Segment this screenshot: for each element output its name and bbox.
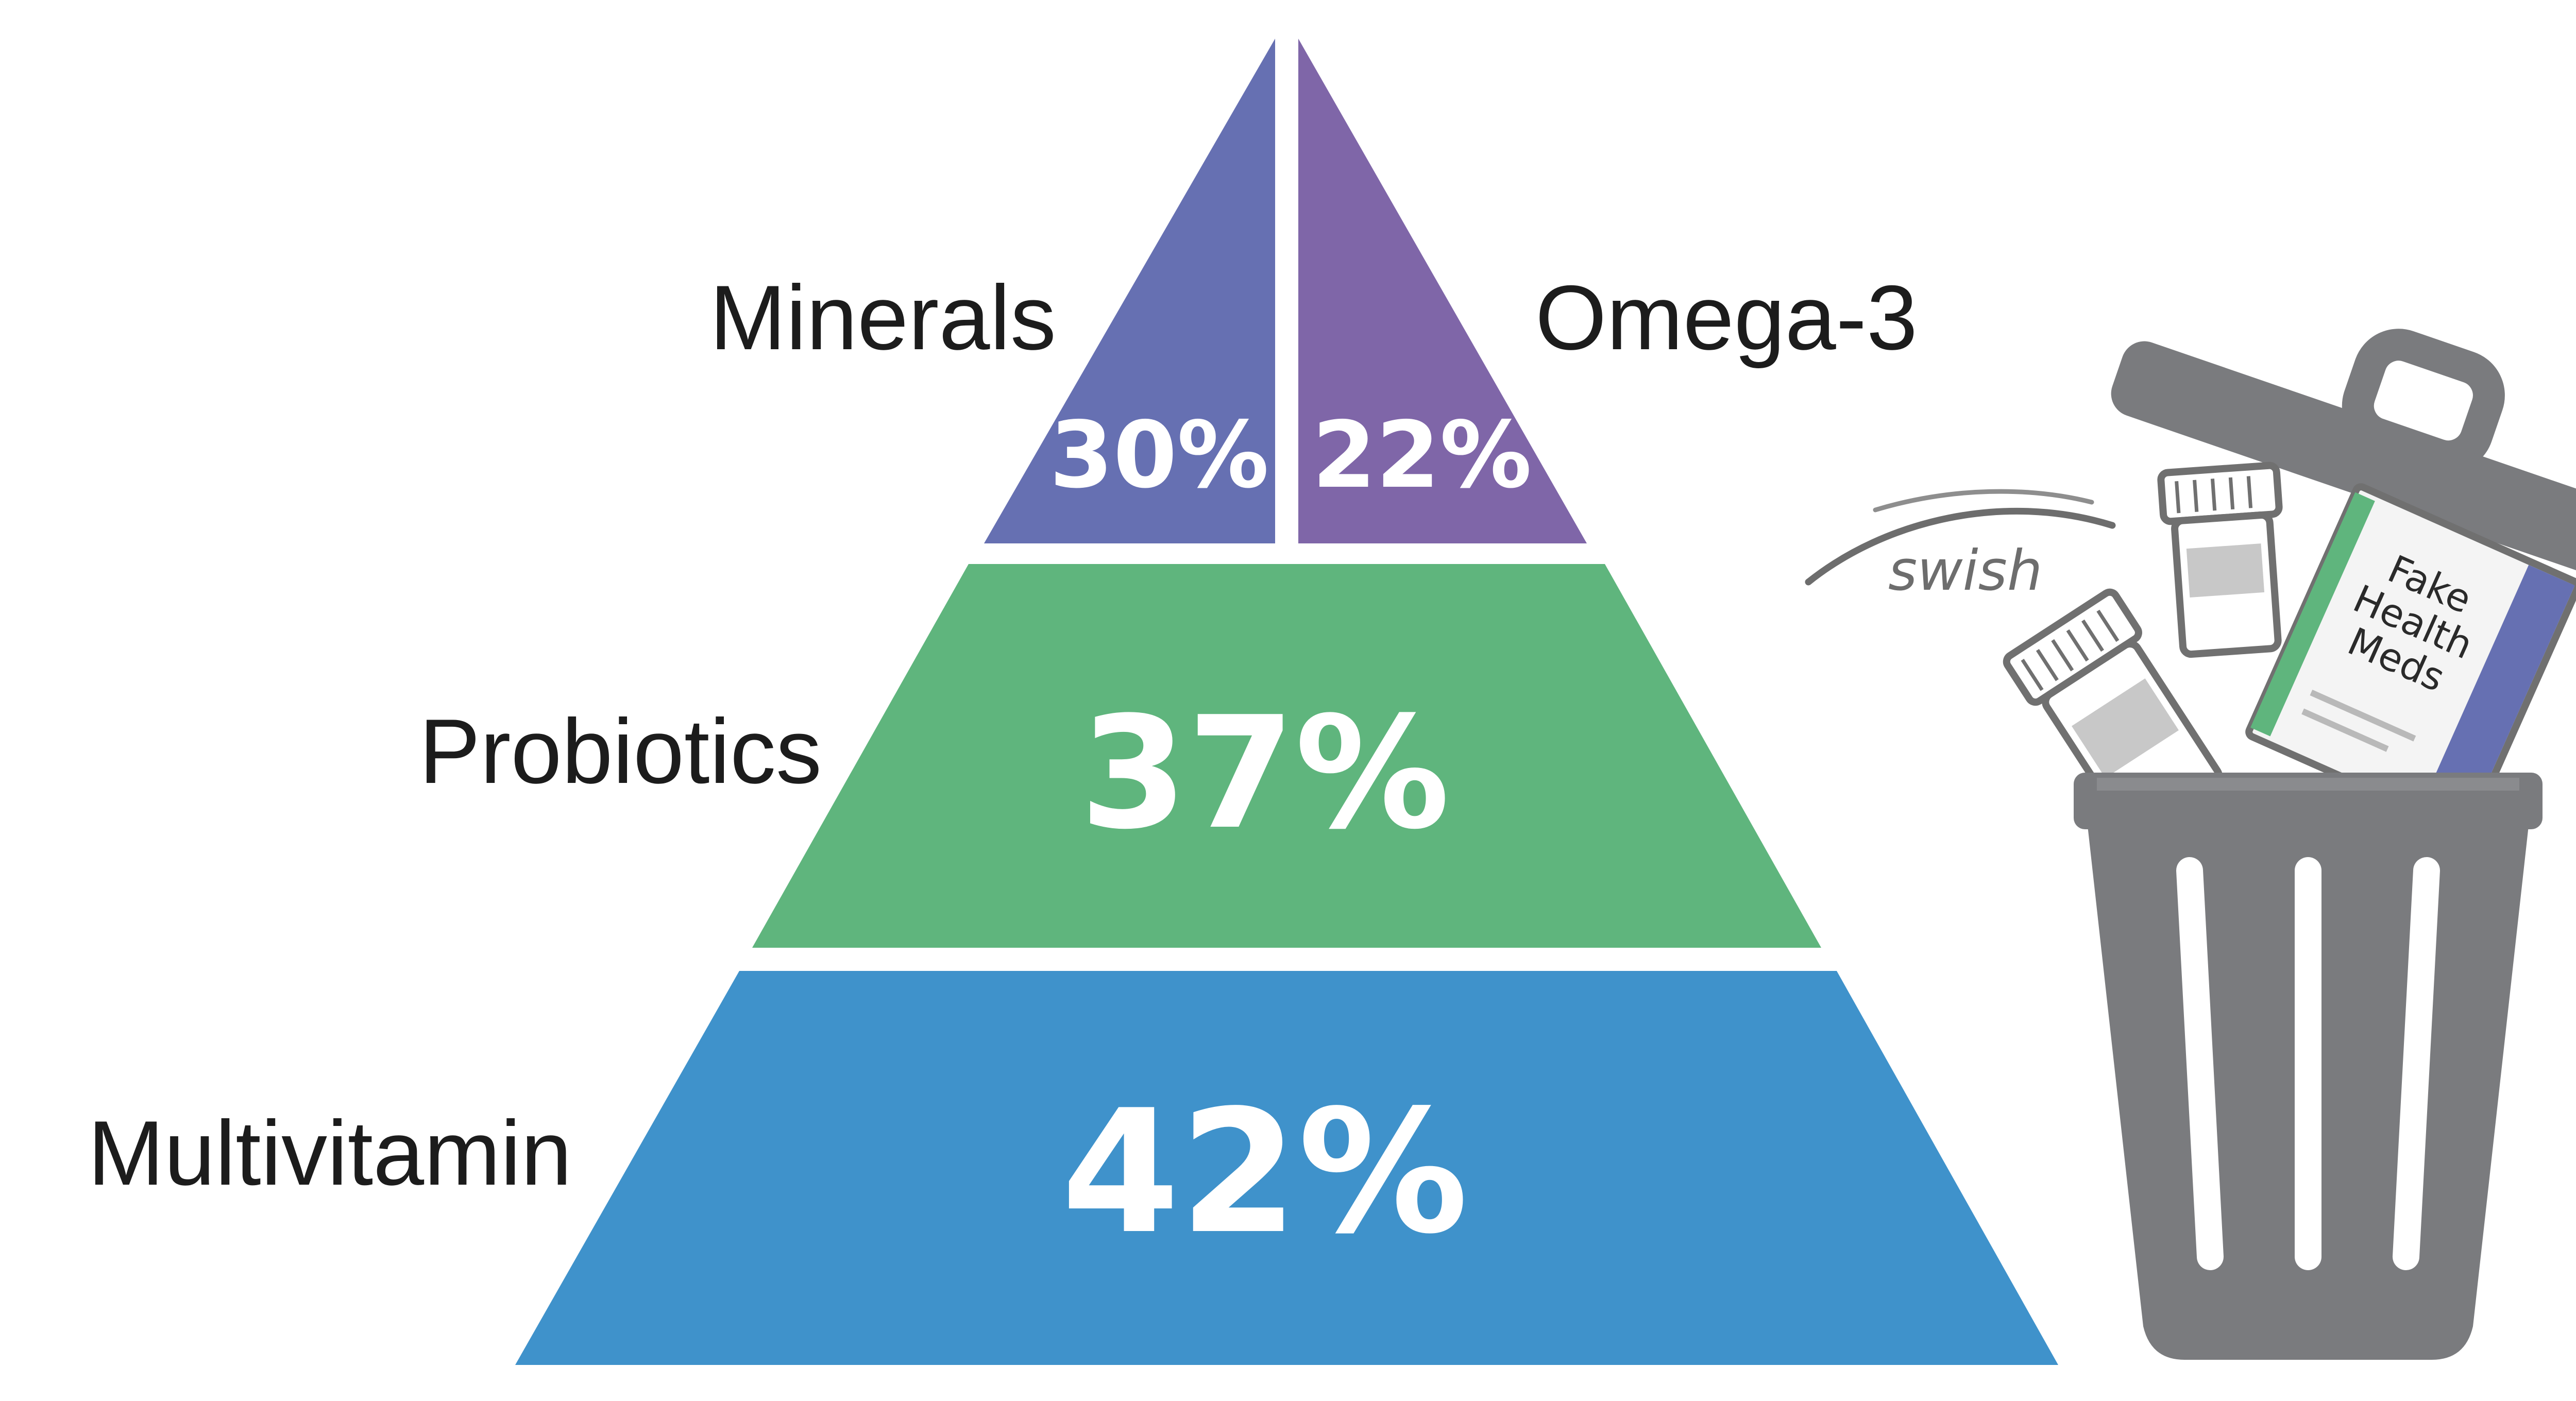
- minerals-percent: 30%: [1049, 402, 1269, 508]
- trash-can-icon: swish: [1805, 329, 2576, 1360]
- tier-labels: Minerals Omega-3 Probiotics Multivitamin: [88, 266, 1918, 1204]
- omega3-label: Omega-3: [1535, 266, 1918, 369]
- probiotics-label: Probiotics: [419, 700, 822, 802]
- swish-motion-lines: swish: [1805, 489, 2116, 603]
- swish-text: swish: [1888, 539, 2042, 603]
- multivitamin-percent: 42%: [1061, 1073, 1468, 1271]
- pyramid-segment-multivitamin: [515, 971, 2058, 1365]
- pyramid-segment-minerals: [984, 39, 1275, 543]
- pyramid-segment-omega3: [1298, 39, 1587, 543]
- trash-lid: [2111, 329, 2576, 610]
- probiotics-percent: 37%: [1080, 684, 1450, 863]
- pill-bottle-right: [2157, 462, 2283, 658]
- pyramid-segment-probiotics: [752, 564, 1821, 948]
- fake-meds-box: Fake Health Meds: [2245, 483, 2576, 835]
- multivitamin-label: Multivitamin: [88, 1102, 572, 1204]
- omega3-percent: 22%: [1312, 402, 1532, 508]
- trash-can-body: [2074, 773, 2543, 1360]
- minerals-label: Minerals: [709, 266, 1056, 369]
- pyramid: 30% 22% 37% 42%: [515, 39, 2058, 1365]
